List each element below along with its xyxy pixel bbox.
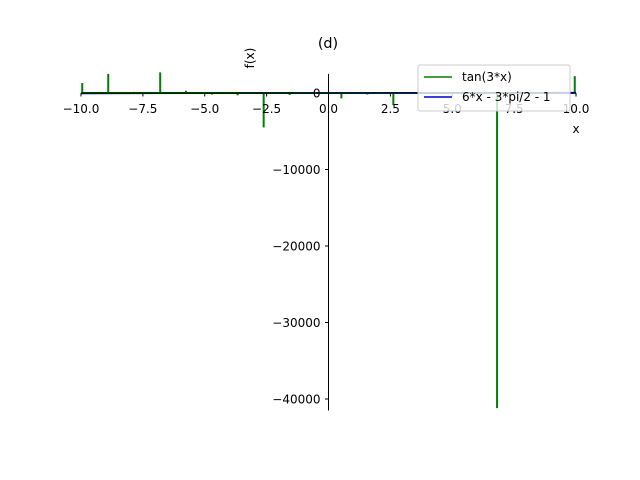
x-tick-label: −10.0	[63, 102, 100, 116]
y-axis-ticks: 0 −10000 −20000 −30000 −40000	[272, 87, 329, 407]
x-tick-label: 2.5	[381, 102, 400, 116]
y-tick-label: −20000	[272, 240, 320, 254]
x-tick-label: −5.0	[190, 102, 219, 116]
axes	[81, 73, 576, 411]
legend-entry-linear: 6*x - 3*pi/2 - 1	[462, 90, 551, 104]
y-axis-label: f(x)	[243, 48, 257, 69]
x-tick-label: −7.5	[128, 102, 157, 116]
legend-entry-tan: tan(3*x)	[462, 70, 512, 84]
chart-title: (d)	[318, 36, 338, 52]
y-tick-label: 0	[313, 87, 321, 101]
x-tick-label: 0.0	[319, 102, 338, 116]
y-tick-label: −30000	[272, 316, 320, 330]
x-axis-label: x	[572, 122, 579, 136]
y-tick-label: −10000	[272, 163, 320, 177]
legend: tan(3*x) 6*x - 3*pi/2 - 1	[417, 64, 571, 112]
legend-box	[417, 64, 571, 112]
x-tick-label: −2.5	[252, 102, 281, 116]
y-tick-label: −40000	[272, 393, 320, 407]
